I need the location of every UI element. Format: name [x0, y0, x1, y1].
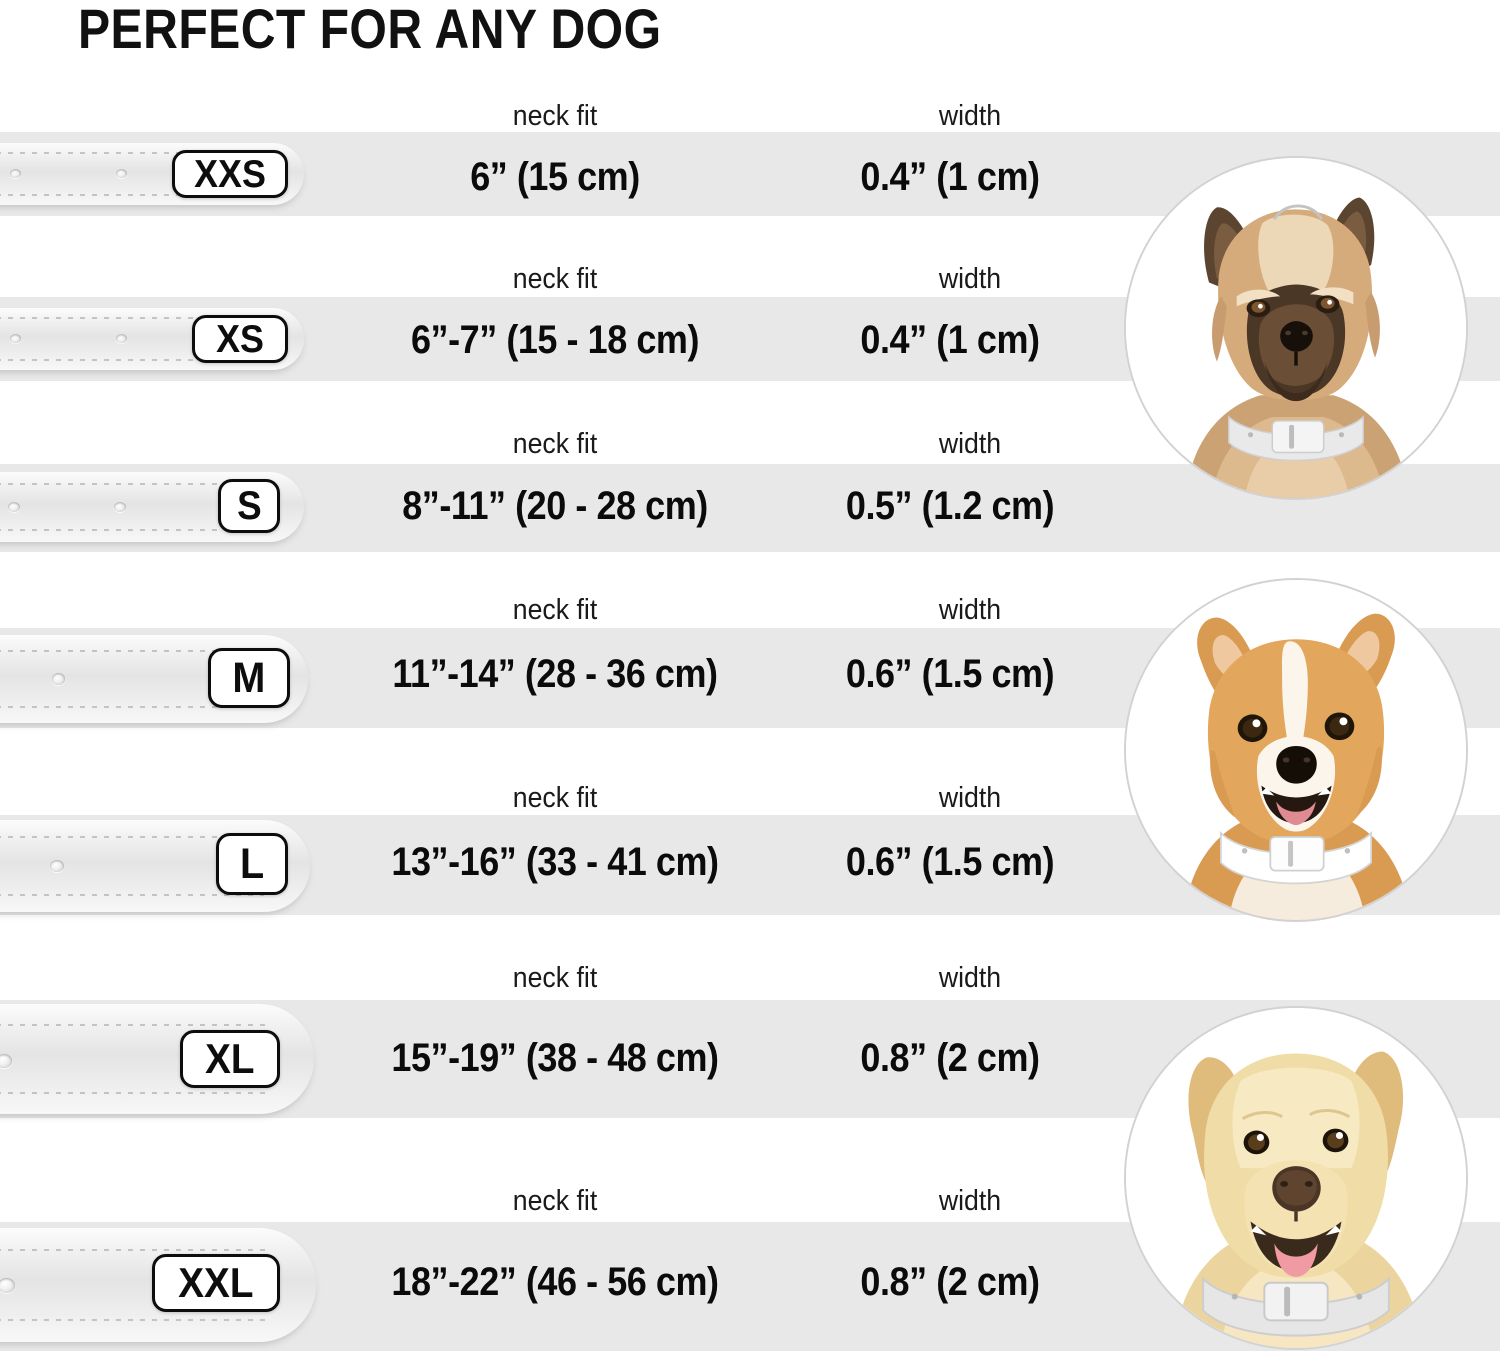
- size-badge-s: S: [218, 479, 280, 533]
- labrador-illustration: [1126, 1008, 1466, 1348]
- stitch-line-bottom: [0, 706, 262, 708]
- neck-fit-header: neck fit: [512, 782, 598, 814]
- neck-fit-header: neck fit: [512, 962, 598, 994]
- size-badge-l: L: [216, 833, 288, 895]
- stitch-line-top: [0, 152, 258, 154]
- neck-fit-header: neck fit: [512, 100, 598, 132]
- size-badge-xxl: XXL: [152, 1254, 280, 1312]
- corgi-illustration: [1126, 580, 1466, 920]
- width-header: width: [938, 1185, 1002, 1217]
- stitch-line-bottom: [0, 194, 258, 196]
- stitch-line-bottom: [0, 894, 264, 896]
- stitch-line-top: [0, 650, 262, 652]
- width-header: width: [938, 594, 1002, 626]
- stitch-line-bottom: [0, 529, 258, 531]
- stitch-line-bottom: [0, 1092, 268, 1094]
- collar-eyelet: [0, 1054, 12, 1068]
- size-badge-label: M: [232, 653, 266, 702]
- width-value: 0.5” (1.2 cm): [845, 484, 1055, 528]
- stitch-line-bottom: [0, 359, 258, 361]
- corgi-photo: [1124, 578, 1468, 922]
- size-badge-m: M: [208, 648, 290, 708]
- width-value: 0.4” (1 cm): [860, 318, 1040, 362]
- size-badge-label: S: [236, 484, 262, 528]
- width-value: 0.8” (2 cm): [860, 1036, 1040, 1080]
- size-badge-label: XS: [216, 317, 264, 361]
- labrador-photo: [1124, 1006, 1468, 1350]
- collar-eyelet: [8, 502, 20, 512]
- size-badge-xxs: XXS: [172, 150, 288, 198]
- width-header: width: [938, 263, 1002, 295]
- width-header: width: [938, 100, 1002, 132]
- cairn-terrier-photo: [1124, 156, 1468, 500]
- neck-fit-value: 8”-11” (20 - 28 cm): [402, 484, 708, 528]
- cairn-terrier-illustration: [1126, 158, 1466, 498]
- stitch-line-top: [0, 1024, 268, 1026]
- stitch-line-bottom: [0, 1319, 270, 1321]
- size-badge-label: XL: [205, 1035, 255, 1082]
- neck-fit-header: neck fit: [512, 594, 598, 626]
- width-value: 0.6” (1.5 cm): [845, 840, 1055, 884]
- neck-fit-header: neck fit: [512, 1185, 598, 1217]
- collar-eyelet: [10, 169, 21, 178]
- collar-eyelet: [50, 860, 64, 872]
- stitch-line-top: [0, 836, 264, 838]
- size-badge-label: L: [239, 839, 265, 888]
- stitch-line-top: [0, 1249, 270, 1251]
- width-header: width: [938, 782, 1002, 814]
- collar-eyelet: [114, 502, 126, 512]
- neck-fit-value: 6” (15 cm): [470, 155, 640, 199]
- width-header: width: [938, 428, 1002, 460]
- size-badge-label: XXS: [194, 152, 266, 196]
- neck-fit-value: 13”-16” (33 - 41 cm): [391, 840, 719, 884]
- stitch-line-top: [0, 483, 258, 485]
- width-value: 0.6” (1.5 cm): [845, 652, 1055, 696]
- size-badge-xl: XL: [180, 1030, 280, 1088]
- width-value: 0.8” (2 cm): [860, 1260, 1040, 1304]
- size-badge-xs: XS: [192, 315, 288, 363]
- neck-fit-value: 18”-22” (46 - 56 cm): [391, 1260, 719, 1304]
- collar-eyelet: [0, 1278, 15, 1293]
- page-title: PERFECT FOR ANY DOG: [78, 0, 662, 60]
- neck-fit-value: 11”-14” (28 - 36 cm): [392, 652, 718, 696]
- neck-fit-value: 6”-7” (15 - 18 cm): [410, 318, 700, 362]
- width-value: 0.4” (1 cm): [860, 155, 1040, 199]
- collar-eyelet: [52, 673, 65, 685]
- stitch-line-top: [0, 317, 258, 319]
- collar-eyelet: [116, 169, 127, 178]
- size-badge-label: XXL: [178, 1259, 254, 1306]
- collar-eyelet: [10, 334, 21, 343]
- collar-eyelet: [116, 334, 127, 343]
- neck-fit-value: 15”-19” (38 - 48 cm): [391, 1036, 719, 1080]
- neck-fit-header: neck fit: [512, 263, 598, 295]
- neck-fit-header: neck fit: [512, 428, 598, 460]
- width-header: width: [938, 962, 1002, 994]
